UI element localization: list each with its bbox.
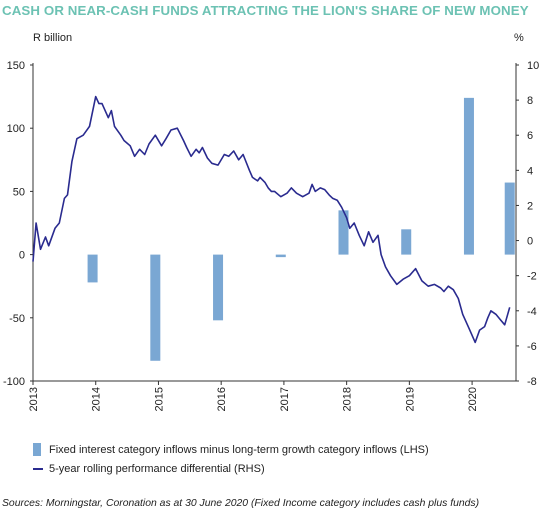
- x-tick-label: 2017: [279, 387, 291, 411]
- left-tick-label: -100: [3, 376, 25, 388]
- right-tick-label: -6: [527, 341, 537, 353]
- right-tick-label: 10: [527, 60, 539, 72]
- legend-line-label: 5-year rolling performance differential …: [49, 463, 265, 475]
- performance-line: [32, 95, 511, 344]
- right-tick-label: 2: [527, 200, 533, 212]
- left-tick-label: 100: [7, 123, 25, 135]
- bar: [275, 254, 286, 258]
- x-tick-label: 2014: [91, 387, 103, 411]
- bar: [213, 254, 224, 321]
- right-tick-label: -8: [527, 376, 537, 388]
- legend-item-line: 5-year rolling performance differential …: [33, 463, 265, 475]
- chart-title: CASH OR NEAR-CASH FUNDS ATTRACTING THE L…: [2, 3, 529, 18]
- right-tick-label: 4: [527, 165, 533, 177]
- x-tick-label: 2015: [153, 387, 165, 411]
- right-tick-label: -2: [527, 271, 537, 283]
- x-tick-label: 2020: [467, 387, 479, 411]
- left-tick-label: 0: [19, 250, 25, 262]
- x-tick-label: 2019: [404, 387, 416, 411]
- bar: [504, 182, 515, 255]
- legend-line-swatch: [33, 468, 43, 470]
- legend-bar-swatch: [33, 443, 41, 456]
- left-tick-label: 150: [7, 60, 25, 72]
- right-tick-label: 0: [527, 236, 533, 248]
- legend-item-bars: Fixed interest category inflows minus lo…: [33, 443, 429, 456]
- legend-bars-label: Fixed interest category inflows minus lo…: [49, 443, 429, 456]
- bar: [87, 254, 98, 283]
- right-tick-label: -4: [527, 306, 537, 318]
- left-tick-label: -50: [9, 313, 25, 325]
- left-axis-unit: R billion: [33, 32, 73, 44]
- bar: [463, 97, 474, 255]
- right-tick-label: 6: [527, 130, 533, 142]
- bar: [150, 254, 161, 361]
- x-tick-label: 2013: [28, 387, 40, 411]
- right-axis-unit: %: [514, 32, 524, 44]
- chart-plot: 150 100 50 0 -50 -100 10 8 6 4 2 0 -2 -4 -6 -8 2013 2014 2…: [3, 60, 539, 411]
- x-tick-label: 2018: [342, 387, 354, 411]
- source-note: Sources: Morningstar, Coronation as at 3…: [2, 498, 480, 509]
- right-tick-label: 8: [527, 95, 533, 107]
- bar: [338, 210, 349, 255]
- left-tick-label: 50: [13, 186, 25, 198]
- bar: [401, 229, 412, 255]
- x-tick-label: 2016: [216, 387, 228, 411]
